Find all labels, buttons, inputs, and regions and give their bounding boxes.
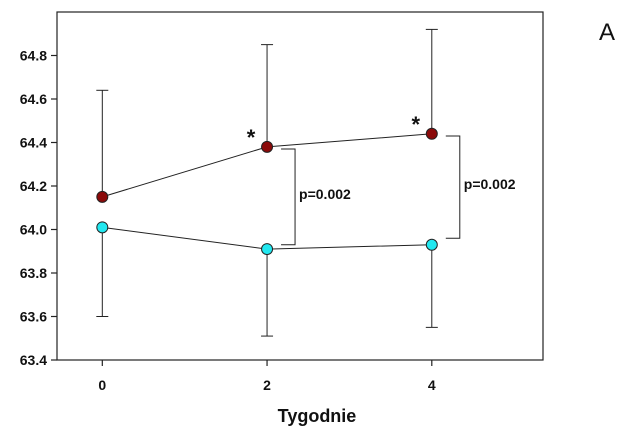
x-tick-label: 4 <box>428 377 436 393</box>
data-point-cyan <box>96 221 109 234</box>
y-tick-label: 63.4 <box>20 352 47 368</box>
x-tick-label: 0 <box>98 377 106 393</box>
panel-label: A <box>599 19 615 46</box>
x-axis-ticks: 0 2 4 <box>98 360 436 393</box>
y-tick-label: 64.0 <box>20 222 47 238</box>
comparison-brackets: p=0.002 p=0.002 <box>281 135 516 246</box>
comparison-bracket <box>445 135 461 239</box>
y-tick-label: 64.4 <box>20 135 47 151</box>
x-axis-label: Tygodnie <box>278 406 357 426</box>
y-tick-label: 63.6 <box>20 309 47 325</box>
data-point-cyan <box>425 238 438 251</box>
y-tick-label: 64.8 <box>20 48 47 64</box>
y-tick-label: 63.8 <box>20 265 47 281</box>
significance-marker: * <box>247 125 256 150</box>
error-bars <box>96 28 438 337</box>
data-point-dark-red <box>425 127 438 140</box>
p-value-label: p=0.002 <box>464 176 516 192</box>
significance-markers: ** <box>247 112 421 150</box>
significance-marker: * <box>412 112 421 137</box>
data-point-dark-red <box>96 190 109 203</box>
p-value-label: p=0.002 <box>299 186 351 202</box>
data-points <box>96 127 438 256</box>
comparison-bracket <box>281 148 296 246</box>
x-tick-label: 2 <box>263 377 271 393</box>
y-tick-label: 64.6 <box>20 91 47 107</box>
y-tick-label: 64.2 <box>20 178 47 194</box>
data-point-dark-red <box>261 140 274 153</box>
y-axis-ticks: 63.4 63.6 63.8 64.0 64.2 64.4 64.6 64.8 <box>20 48 57 368</box>
data-point-cyan <box>261 243 274 256</box>
